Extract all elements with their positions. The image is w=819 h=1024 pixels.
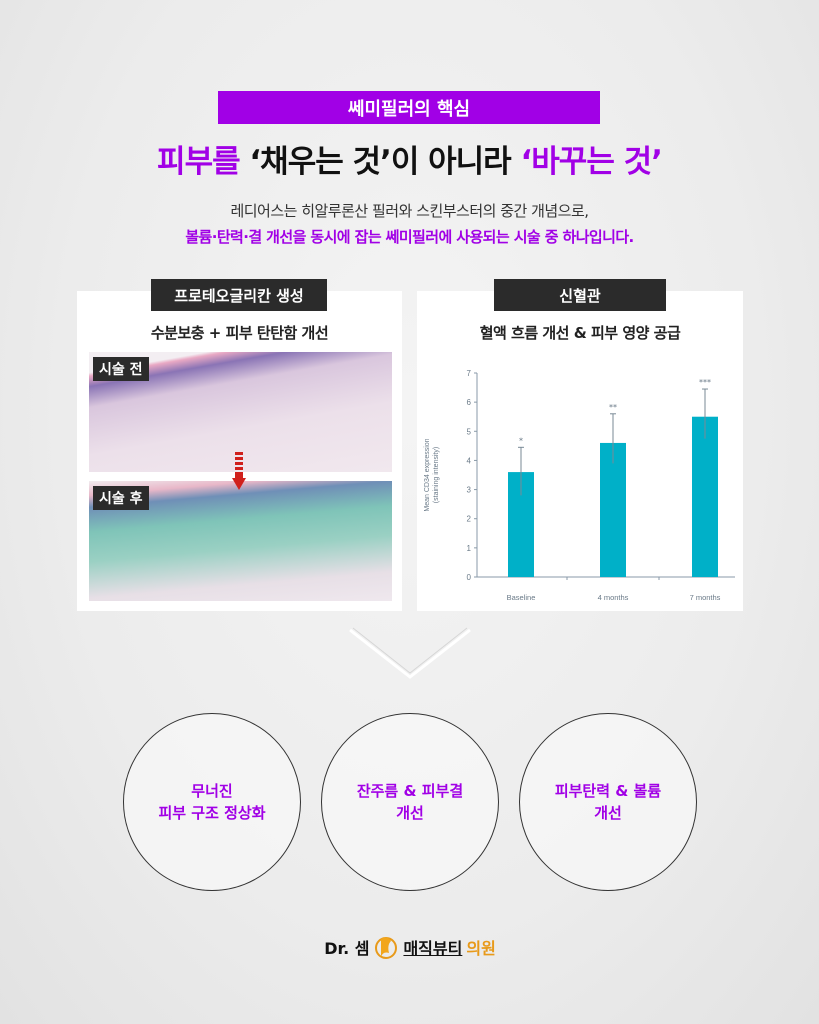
before-label: 시술 전 bbox=[93, 357, 149, 381]
after-histology-image: 시술 후 bbox=[89, 481, 392, 601]
significance-marker: * bbox=[519, 436, 523, 445]
result-line2: 개선 bbox=[396, 804, 424, 822]
headline-part1: 피부를 bbox=[157, 144, 241, 180]
fairy-logo-icon bbox=[375, 937, 398, 959]
y-tick-label: 2 bbox=[467, 515, 472, 524]
headline-part3: ‘바꾸는 것’ bbox=[520, 144, 663, 180]
significance-marker: *** bbox=[699, 378, 711, 387]
y-tick-label: 3 bbox=[467, 486, 472, 495]
y-tick-label: 7 bbox=[467, 369, 472, 378]
x-tick-label: Baseline bbox=[507, 593, 536, 602]
proteoglycan-tag: 프로테오글리칸 생성 bbox=[151, 279, 327, 311]
cd34-bar-chart: 0 1 2 3 4 5 6 7 Mean CD34 expression (staining in… bbox=[424, 369, 735, 602]
y-tick-label: 6 bbox=[467, 398, 472, 407]
bar-7-months bbox=[692, 416, 718, 577]
intro-line2: 볼륨·탄력·결 개선을 동시에 잡는 쎄미필러에 사용되는 시술 중 하나입니다… bbox=[185, 228, 634, 246]
chevron-down-icon bbox=[349, 627, 471, 679]
angiogenesis-title: 혈액 흐름 개선 & 피부 영양 공급 bbox=[479, 324, 681, 342]
after-label: 시술 후 bbox=[93, 486, 149, 510]
logo-dr-sem: Dr. 셈 bbox=[324, 939, 370, 958]
y-axis-label-line1: Mean CD34 expression bbox=[424, 438, 431, 511]
x-tick-label: 4 months bbox=[598, 593, 629, 602]
y-tick-label: 0 bbox=[467, 573, 472, 582]
significance-marker: ** bbox=[609, 403, 617, 412]
y-tick-label: 4 bbox=[467, 456, 472, 465]
y-tick-label: 5 bbox=[467, 427, 472, 436]
proteoglycan-title: 수분보충 + 피부 탄탄함 개선 bbox=[150, 324, 329, 342]
y-tick-label: 1 bbox=[467, 544, 472, 553]
result-line2: 개선 bbox=[594, 804, 622, 822]
angiogenesis-tag: 신혈관 bbox=[494, 279, 666, 311]
down-arrow-icon bbox=[232, 452, 246, 490]
logo-clinic: 의원 bbox=[466, 939, 496, 958]
angiogenesis-panel bbox=[417, 291, 743, 611]
logo-magic-beauty: 매직뷰티 bbox=[403, 939, 463, 958]
result-line1: 무너진 bbox=[191, 782, 233, 800]
headline: 피부를 ‘채우는 것’이 아니라 ‘바꾸는 것’ bbox=[0, 136, 819, 181]
result-line2: 피부 구조 정상화 bbox=[158, 804, 266, 822]
section-banner: 쎄미필러의 핵심 bbox=[218, 91, 600, 124]
intro-line1: 레디어스는 히알루론산 필러와 스킨부스터의 중간 개념으로, bbox=[230, 202, 589, 220]
headline-part2: ‘채우는 것’이 아니라 bbox=[239, 144, 521, 180]
y-axis-label-line2: (staining intensity) bbox=[433, 447, 440, 503]
clinic-logo: Dr. 셈 매직뷰티 의원 bbox=[300, 930, 520, 964]
result-line1: 잔주름 & 피부결 bbox=[356, 782, 464, 800]
bar-4-months bbox=[600, 442, 626, 577]
x-tick-label: 7 months bbox=[690, 593, 721, 602]
result-line1: 피부탄력 & 볼륨 bbox=[554, 782, 662, 800]
